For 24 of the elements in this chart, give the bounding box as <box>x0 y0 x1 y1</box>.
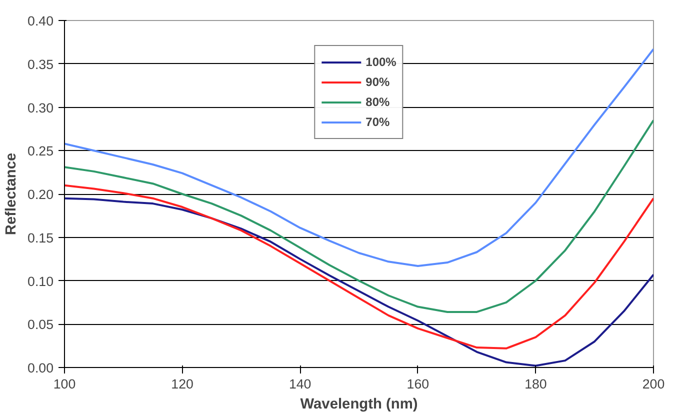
x-tick-label: 180 <box>524 376 547 392</box>
legend-label: 80% <box>366 95 390 109</box>
y-tick-label: 0.25 <box>28 144 54 159</box>
line-series <box>64 184 654 350</box>
line-series <box>64 119 654 313</box>
legend-label: 90% <box>366 75 390 89</box>
x-axis-title: Wavelength (nm) <box>300 396 418 412</box>
legend-label: 100% <box>366 55 396 69</box>
y-tick-label: 0.40 <box>28 14 54 28</box>
y-tick-label: 0.00 <box>28 360 54 376</box>
x-tick-label: 200 <box>642 376 665 392</box>
x-tick-label: 120 <box>171 376 194 392</box>
y-tick-label: 0.30 <box>28 100 54 116</box>
y-tick-label: 0.15 <box>28 230 54 246</box>
y-tick-label: 0.20 <box>28 187 54 202</box>
line-series <box>64 48 654 268</box>
x-tick-label: 140 <box>288 376 312 392</box>
x-tick-label: 160 <box>406 376 430 392</box>
legend-label: 70% <box>366 115 390 129</box>
y-tick-label: 0.10 <box>28 274 54 289</box>
x-tick-label: 100 <box>53 376 76 392</box>
y-tick-label: 0.35 <box>28 56 54 72</box>
y-tick-label: 0.05 <box>28 317 54 332</box>
y-axis-title: Reflectance <box>4 152 20 236</box>
